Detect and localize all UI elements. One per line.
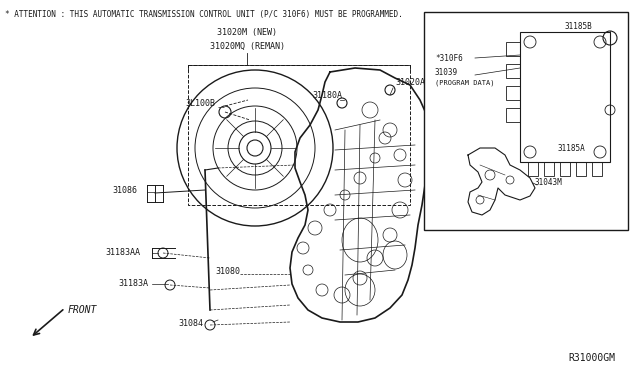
Bar <box>506 42 520 56</box>
Text: 31080: 31080 <box>215 267 240 276</box>
Text: (PROGRAM DATA): (PROGRAM DATA) <box>435 80 495 86</box>
Text: 31183AA: 31183AA <box>105 247 140 257</box>
Text: R31000GM: R31000GM <box>568 353 615 363</box>
Bar <box>544 162 554 176</box>
Bar <box>506 64 520 78</box>
Bar <box>560 162 570 176</box>
Bar <box>506 108 520 122</box>
Text: 31020A: 31020A <box>395 77 425 87</box>
Text: 31180A: 31180A <box>312 90 342 99</box>
Text: 31043M: 31043M <box>535 177 563 186</box>
Text: 31020MQ (REMAN): 31020MQ (REMAN) <box>209 42 285 51</box>
Bar <box>424 12 628 230</box>
Bar <box>188 65 410 205</box>
Text: 31086: 31086 <box>112 186 137 195</box>
Text: * ATTENTION : THIS AUTOMATIC TRANSMISSION CONTROL UNIT (P/C 310F6) MUST BE PROGR: * ATTENTION : THIS AUTOMATIC TRANSMISSIO… <box>5 10 403 19</box>
Bar <box>592 162 602 176</box>
Text: FRONT: FRONT <box>68 305 97 315</box>
Text: 31020M (NEW): 31020M (NEW) <box>217 28 277 36</box>
Text: 31084: 31084 <box>178 318 203 327</box>
Bar <box>528 162 538 176</box>
Bar <box>506 86 520 100</box>
Text: 31183A: 31183A <box>118 279 148 288</box>
Text: 31039: 31039 <box>435 67 458 77</box>
Bar <box>520 32 610 162</box>
Text: 31185B: 31185B <box>565 22 593 31</box>
Text: 3L100B: 3L100B <box>185 99 215 108</box>
Bar <box>576 162 586 176</box>
Text: 31185A: 31185A <box>558 144 586 153</box>
Text: *310F6: *310F6 <box>435 54 463 62</box>
